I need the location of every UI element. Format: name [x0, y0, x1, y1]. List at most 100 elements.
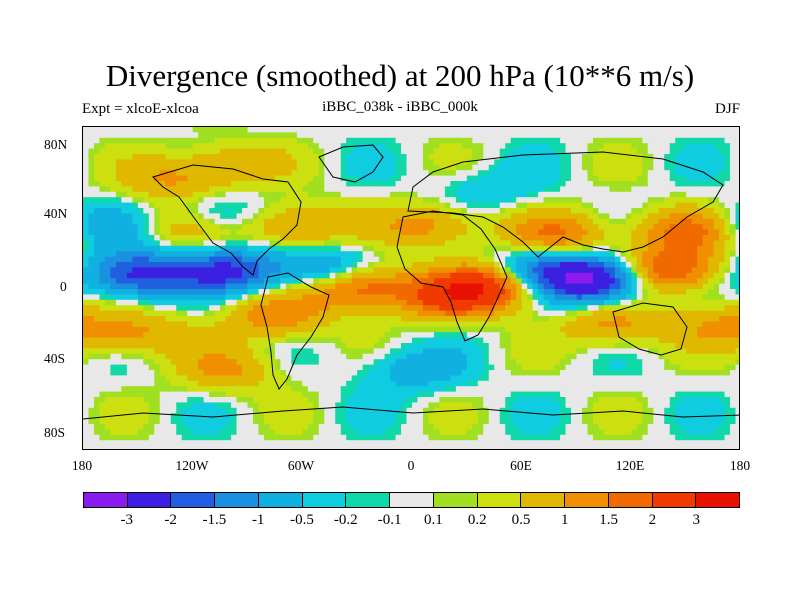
field-cell	[318, 218, 325, 225]
field-cell	[653, 272, 660, 279]
field-cell	[571, 229, 578, 236]
field-cell	[598, 283, 605, 290]
field-cell	[181, 191, 188, 198]
field-cell	[351, 272, 358, 279]
field-cell	[735, 272, 739, 279]
field-cell	[280, 283, 287, 290]
field-cell	[527, 132, 534, 139]
field-cell	[93, 348, 101, 355]
field-cell	[346, 159, 353, 166]
field-cell	[252, 154, 260, 160]
field-cell	[247, 224, 254, 231]
field-cell	[691, 321, 698, 328]
field-cell	[340, 229, 347, 236]
field-cell	[302, 143, 309, 150]
field-cell	[187, 202, 194, 209]
field-cell	[477, 343, 484, 349]
field-cell	[532, 272, 539, 279]
field-cell	[115, 321, 122, 328]
field-cell	[242, 321, 249, 328]
field-cell	[170, 299, 177, 306]
field-cell	[362, 343, 369, 349]
field-cell	[576, 262, 583, 268]
field-cell	[614, 262, 621, 268]
field-cell	[576, 256, 583, 263]
field-cell	[412, 186, 419, 193]
field-cell	[664, 224, 671, 231]
field-cell	[263, 267, 271, 274]
field-cell	[653, 337, 660, 344]
field-cell	[560, 191, 567, 198]
field-cell	[357, 278, 364, 285]
field-cell	[176, 191, 183, 198]
field-cell	[609, 132, 616, 139]
field-cell	[708, 148, 715, 155]
field-cell	[137, 343, 144, 349]
field-cell	[422, 148, 430, 155]
field-cell	[532, 143, 539, 150]
field-cell	[499, 229, 506, 236]
field-cell	[587, 197, 594, 204]
field-cell	[401, 305, 408, 312]
field-cell	[384, 127, 391, 133]
field-cell	[647, 154, 654, 160]
field-cell	[724, 278, 731, 285]
field-cell	[538, 148, 545, 155]
field-cell	[483, 251, 490, 258]
field-cell	[724, 191, 731, 198]
field-cell	[274, 224, 281, 231]
field-cell	[417, 343, 424, 349]
field-cell	[379, 348, 386, 355]
field-cell	[494, 170, 501, 177]
field-cell	[384, 137, 391, 144]
field-cell	[675, 299, 682, 306]
field-cell	[247, 332, 254, 339]
field-cell	[444, 289, 451, 295]
field-cell	[209, 229, 216, 236]
field-cell	[231, 321, 238, 328]
field-cell	[340, 127, 347, 133]
field-cell	[302, 272, 309, 279]
field-cell	[538, 143, 545, 150]
field-cell	[675, 251, 682, 258]
field-cell	[625, 148, 632, 155]
field-cell	[538, 294, 545, 301]
field-cell	[433, 208, 441, 214]
field-cell	[477, 256, 484, 263]
field-cell	[99, 343, 106, 349]
field-cell	[450, 127, 457, 133]
field-cell	[713, 229, 720, 236]
field-cell	[560, 316, 567, 322]
field-cell	[126, 289, 133, 295]
field-cell	[231, 256, 238, 263]
field-cell	[603, 224, 610, 231]
field-cell	[554, 332, 561, 339]
field-cell	[433, 283, 441, 290]
field-cell	[587, 283, 594, 290]
field-cell	[609, 321, 616, 328]
field-cell	[565, 186, 572, 193]
field-cell	[362, 159, 369, 166]
field-cell	[477, 278, 484, 285]
field-cell	[351, 137, 358, 144]
field-cell	[439, 175, 446, 182]
field-cell	[642, 272, 649, 279]
field-cell	[247, 170, 254, 177]
field-cell	[93, 218, 101, 225]
field-cell	[176, 143, 183, 150]
field-cell	[401, 343, 408, 349]
field-cell	[576, 197, 583, 204]
field-cell	[159, 181, 166, 187]
field-cell	[192, 213, 199, 220]
field-cell	[636, 181, 643, 187]
field-cell	[466, 164, 473, 171]
field-cell	[99, 235, 106, 241]
field-cell	[154, 208, 161, 214]
field-cell	[318, 310, 325, 317]
field-cell	[412, 256, 419, 263]
field-cell	[603, 159, 610, 166]
field-cell	[209, 164, 216, 171]
field-cell	[187, 240, 194, 247]
field-cell	[675, 235, 682, 241]
field-cell	[99, 321, 106, 328]
